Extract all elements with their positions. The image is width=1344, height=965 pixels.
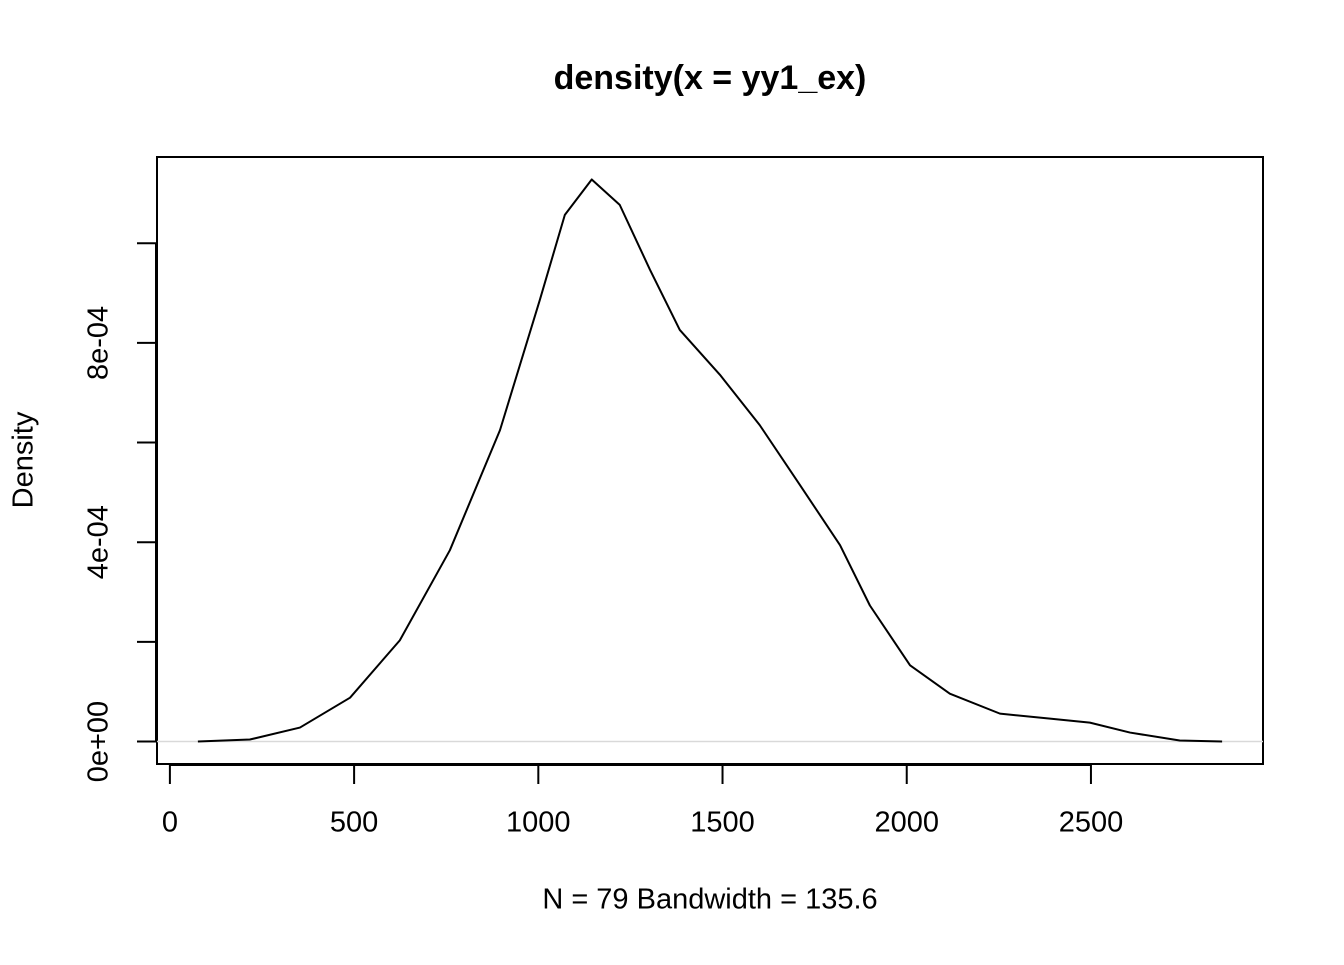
y-axis-label: Density xyxy=(8,411,40,508)
y-tick-label: 0e+00 xyxy=(83,701,115,782)
x-tick-label: 1500 xyxy=(690,807,755,839)
x-tick-label: 2000 xyxy=(874,807,939,839)
y-tick-label: 8e-04 xyxy=(83,306,115,380)
plot-frame xyxy=(156,156,1264,765)
x-tick-label: 2500 xyxy=(1059,807,1124,839)
x-axis-label: N = 79 Bandwidth = 135.6 xyxy=(542,884,877,916)
x-tick-label: 1000 xyxy=(506,807,571,839)
chart-title: density(x = yy1_ex) xyxy=(554,59,867,97)
y-tick-label: 4e-04 xyxy=(83,505,115,579)
x-tick-label: 500 xyxy=(330,807,378,839)
x-tick-label: 0 xyxy=(162,807,178,839)
density-line xyxy=(197,178,1223,743)
